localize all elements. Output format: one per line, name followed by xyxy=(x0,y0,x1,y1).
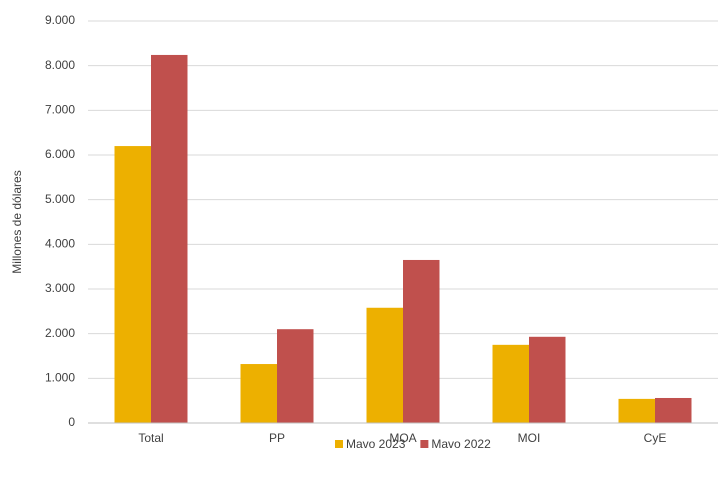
y-tick-label: 2.000 xyxy=(45,326,75,340)
y-tick-label: 7.000 xyxy=(45,103,75,117)
y-tick-label: 1.000 xyxy=(45,371,75,385)
bar xyxy=(114,146,151,424)
bar xyxy=(618,398,655,423)
bar xyxy=(529,336,566,423)
x-tick-label: PP xyxy=(269,431,285,445)
legend-swatch xyxy=(420,440,429,448)
bar xyxy=(151,54,188,424)
bar xyxy=(277,329,314,423)
bar xyxy=(403,259,440,423)
bar xyxy=(492,344,529,423)
y-tick-label: 9.000 xyxy=(45,13,75,27)
y-tick-label: 0 xyxy=(68,415,75,429)
y-axis-title: Millones de dólares xyxy=(10,170,24,273)
bar xyxy=(240,364,277,423)
y-tick-label: 6.000 xyxy=(45,147,75,161)
legend-swatch xyxy=(335,440,343,448)
y-tick-label: 5.000 xyxy=(45,192,75,206)
x-tick-label: MOI xyxy=(518,431,541,445)
bar xyxy=(366,307,403,423)
y-tick-label: 8.000 xyxy=(45,58,75,72)
y-tick-label: 3.000 xyxy=(45,281,75,295)
y-tick-label: 4.000 xyxy=(45,237,75,251)
bar xyxy=(655,397,692,423)
x-tick-label: Total xyxy=(138,431,163,445)
legend-label: Mavo 2023 xyxy=(346,437,406,451)
x-tick-label: CyE xyxy=(644,431,667,445)
x-tick-label: MOA xyxy=(389,431,416,445)
legend-label: Mavo 2022 xyxy=(431,437,491,451)
